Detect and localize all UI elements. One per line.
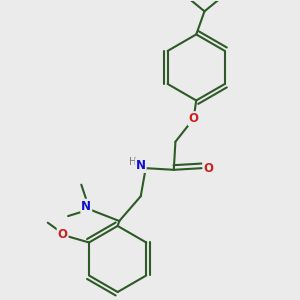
Text: N: N — [136, 159, 146, 172]
Text: O: O — [203, 162, 214, 175]
Text: O: O — [189, 112, 199, 125]
Text: O: O — [58, 228, 68, 241]
Text: H: H — [129, 157, 136, 167]
Text: N: N — [81, 200, 91, 213]
